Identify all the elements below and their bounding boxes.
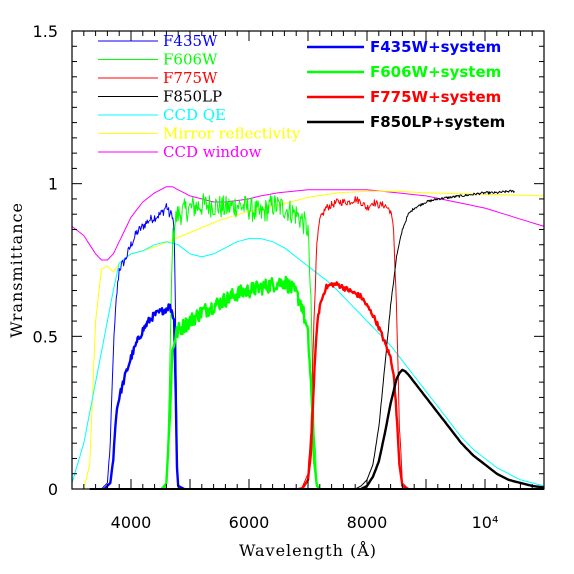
curve-mirror [72, 190, 545, 490]
curve-f850lp_sys [360, 368, 545, 491]
legend-label: F775W [163, 69, 218, 87]
curve-ccd_window [71, 186, 545, 261]
curve-f435w_sys [103, 303, 185, 491]
legend-label-system: F435W+system [370, 38, 501, 56]
y-tick-label: 0.5 [33, 327, 58, 346]
legend-label: F606W [163, 51, 218, 69]
curve-f775w_sys [301, 281, 409, 491]
tick-marks-layer [71, 30, 545, 490]
y-tick-label: 1.5 [33, 22, 58, 41]
legend-label: Mirror reflectivity [163, 125, 301, 143]
curve-f606w [160, 193, 321, 490]
legend-label-system: F775W+system [370, 88, 501, 106]
curve-f606w_sys [162, 275, 321, 490]
tick-labels-layer: 4000 6000 8000 10⁴ 0 0.5 1 1.5 [33, 22, 499, 532]
legend-label: F850LP [163, 88, 222, 106]
legend-label-system: F850LP+system [370, 113, 505, 131]
curve-f850lp [354, 189, 515, 490]
curve-ccd_qe [71, 238, 545, 487]
legend-label: F435W [163, 32, 218, 50]
y-tick-label: 1 [48, 175, 58, 194]
x-tick-label: 8000 [347, 513, 388, 532]
curve-f775w [296, 195, 409, 490]
x-tick-label: 4000 [111, 513, 152, 532]
legend-label: CCD QE [163, 106, 226, 124]
x-tick-label: 10⁴ [472, 513, 499, 532]
legend-label: CCD window [163, 143, 262, 161]
y-axis-label: Wransmittance [7, 202, 26, 338]
x-tick-label: 6000 [229, 513, 270, 532]
y-tick-label: 0 [48, 480, 58, 499]
legend-label-system: F606W+system [370, 63, 501, 81]
x-axis-label: Wavelength (Å) [239, 540, 377, 560]
curve-f435w [101, 203, 185, 490]
curves-layer [71, 186, 545, 491]
